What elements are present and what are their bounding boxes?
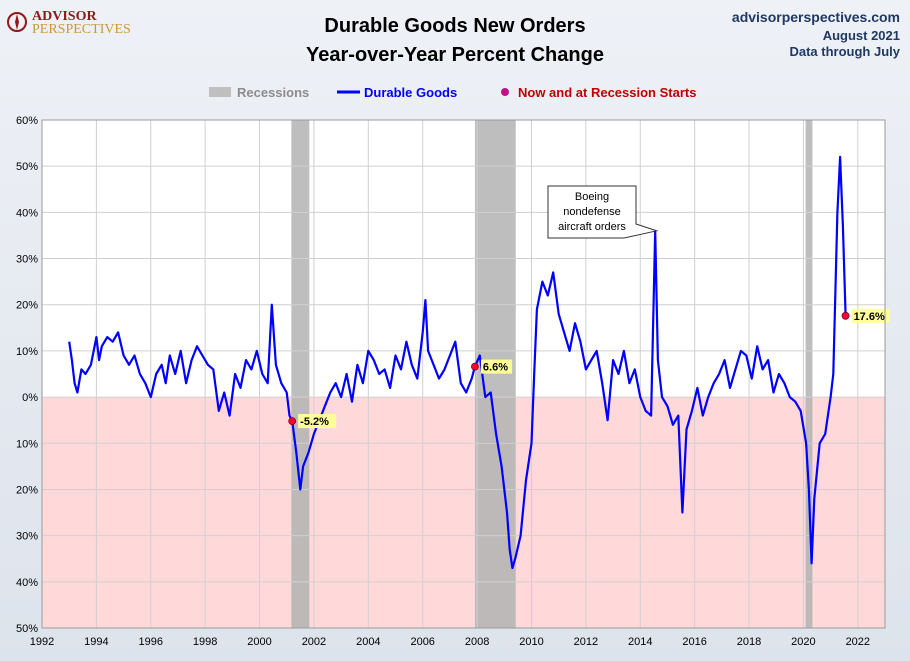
- legend-marker-swatch: [501, 88, 509, 96]
- x-tick-label: 1994: [84, 636, 108, 648]
- x-tick-label: 1992: [30, 636, 54, 648]
- annotation-text-line: Boeing: [575, 191, 609, 203]
- x-tick-label: 1996: [139, 636, 163, 648]
- x-tick-label: 2018: [737, 636, 761, 648]
- marker-label-bg-1: [480, 359, 513, 374]
- x-tick-label: 2010: [519, 636, 543, 648]
- publish-date: August 2021: [823, 28, 900, 43]
- y-tick-label: 0%: [22, 392, 38, 404]
- legend-recessions-label: Recessions: [237, 85, 309, 100]
- logo-compass-icon: [7, 12, 27, 32]
- y-tick-label: 20%: [16, 484, 38, 496]
- marker-label-bg-0: [298, 414, 337, 429]
- x-tick-label: 2004: [356, 636, 380, 648]
- annotation-text-line: nondefense: [563, 206, 621, 218]
- marker-point-0: [288, 417, 297, 426]
- x-tick-label: 2016: [682, 636, 706, 648]
- markers-layer: -5.2% 6.6% 17.6%: [288, 308, 890, 429]
- series-line-durable-goods: [68, 155, 847, 570]
- x-tick-label: 2002: [302, 636, 326, 648]
- marker-label: -5.2%: [300, 416, 329, 428]
- legend-series-label: Durable Goods: [364, 85, 457, 100]
- marker-label: 6.6%: [483, 362, 508, 374]
- marker-point-2: [841, 311, 850, 320]
- marker-point-1: [471, 362, 479, 371]
- y-tick-label: 60%: [16, 115, 38, 127]
- y-tick-label: 30%: [16, 531, 38, 543]
- marker-label-bg-2: [851, 308, 890, 323]
- legend-markers-label: Now and at Recession Starts: [518, 85, 696, 100]
- negative-band-rect: [42, 397, 885, 628]
- x-tick-label: 2008: [465, 636, 489, 648]
- x-tick-label: 2022: [846, 636, 870, 648]
- x-axis-ticks: 1992 1994 1996 1998 2000 2002 2004 2006 2008 2010…: [30, 636, 870, 648]
- y-tick-label: 40%: [16, 207, 38, 219]
- negative-band: [42, 397, 885, 628]
- x-tick-label: 2000: [247, 636, 271, 648]
- y-axis-ticks: 60% 50% 40% 30% 20% 10% 0% 10% 20% 30% 40% 50%: [16, 115, 38, 635]
- y-tick-label: 30%: [16, 254, 38, 266]
- plot-border: [41, 119, 886, 629]
- chart-subtitle: Year-over-Year Percent Change: [306, 44, 604, 66]
- logo: ADVISOR PERSPECTIVES: [7, 9, 131, 37]
- y-tick-label: 50%: [16, 623, 38, 635]
- logo-line1: ADVISOR: [32, 9, 97, 24]
- x-tick-label: 2006: [410, 636, 434, 648]
- recession-band-2: [805, 120, 813, 628]
- y-tick-label: 40%: [16, 577, 38, 589]
- annotation-text-line: aircraft orders: [558, 221, 626, 233]
- logo-line2: PERSPECTIVES: [32, 22, 131, 37]
- annotation-callout-box: [547, 185, 659, 239]
- chart-title: Durable Goods New Orders: [324, 15, 585, 37]
- x-tick-label: 2012: [574, 636, 598, 648]
- legend: Recessions Durable Goods Now and at Rece…: [209, 85, 696, 100]
- x-tick-label: 2014: [628, 636, 652, 648]
- recession-bands: [291, 120, 813, 628]
- y-tick-label: 10%: [16, 346, 38, 358]
- y-tick-label: 10%: [16, 438, 38, 450]
- y-tick-label: 50%: [16, 161, 38, 173]
- data-through: Data through July: [789, 44, 900, 59]
- legend-recession-swatch: [209, 87, 231, 97]
- annotations-layer: Boeing nondefense aircraft orders: [547, 185, 659, 239]
- x-tick-label: 2020: [791, 636, 815, 648]
- site-url: advisorperspectives.com: [732, 9, 900, 25]
- y-tick-label: 20%: [16, 300, 38, 312]
- marker-label: 17.6%: [854, 311, 885, 323]
- series-layer: [68, 155, 847, 570]
- logo-compass-needle-icon: [15, 14, 19, 30]
- x-tick-label: 1998: [193, 636, 217, 648]
- recession-band-0: [291, 120, 310, 628]
